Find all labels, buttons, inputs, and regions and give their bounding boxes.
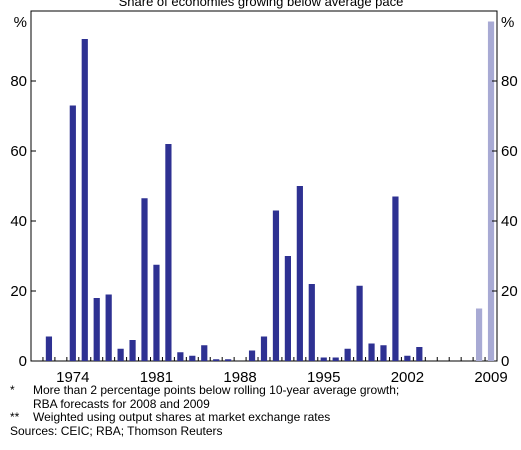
bar-2001 (392, 196, 399, 361)
bar-1980 (141, 198, 148, 361)
ytick-label-left-80: 80 (10, 73, 27, 90)
footnote-2-text: Weighted using output shares at market e… (33, 410, 331, 424)
footnote-1-mark: * (10, 383, 15, 397)
bar-2002 (404, 355, 411, 361)
bar-1981 (153, 264, 160, 361)
ytick-label-right-80: 80 (501, 73, 518, 90)
bar-1983 (177, 352, 184, 361)
bar-1986 (213, 359, 220, 361)
bar-1993 (296, 186, 303, 361)
bar-1976 (93, 298, 100, 361)
bar-chart: Share of economies growing below average… (10, 0, 517, 384)
bar-1977 (105, 294, 112, 361)
bar-1985 (201, 345, 208, 361)
bar-1978 (117, 348, 124, 361)
xtick-label-1988: 1988 (223, 369, 256, 384)
bar-1991 (272, 210, 280, 361)
bar-1989 (248, 350, 256, 361)
footnote-1-text: More than 2 percentage points below roll… (33, 383, 400, 411)
footnote-1: * More than 2 percentage points below ro… (10, 383, 400, 411)
bar-1996 (332, 357, 339, 361)
footnotes: * More than 2 percentage points below ro… (10, 383, 400, 438)
xtick-label-2009: 2009 (474, 369, 507, 384)
bar-2003 (416, 347, 423, 361)
ytick-label-right-0: 0 (501, 353, 509, 370)
bar-2009 (487, 21, 495, 361)
sources: Sources: CEIC; RBA; Thomson Reuters (10, 423, 223, 438)
bar-1997 (344, 348, 351, 361)
bar-1984 (189, 355, 196, 361)
footnote-2-mark: ** (10, 410, 20, 424)
xtick-label-2002: 2002 (391, 369, 424, 384)
bar-1974 (69, 105, 76, 361)
bar-1994 (308, 284, 315, 361)
chart-title: Share of economies growing below average… (119, 0, 404, 9)
ytick-label-left-60: 60 (10, 143, 27, 160)
ticks-group: 0 0 20 20 40 40 60 60 80 80% % 1974 1981 1988 1995 2002… (10, 14, 517, 384)
bar-1972 (45, 336, 53, 361)
y-unit-left: % (14, 14, 27, 31)
bar-2000 (380, 345, 387, 361)
ytick-label-left-0: 0 (19, 353, 27, 370)
bar-1990 (260, 336, 268, 361)
ytick-label-left-40: 40 (10, 213, 27, 230)
bar-1999 (368, 343, 375, 361)
bar-1998 (356, 285, 363, 361)
xtick-label-1995: 1995 (307, 369, 340, 384)
xtick-label-1981: 1981 (140, 369, 173, 384)
bar-1987 (225, 359, 232, 361)
plot-frame (30, 10, 498, 362)
bar-1979 (129, 340, 136, 361)
bar-1992 (284, 256, 291, 361)
ytick-label-left-20: 20 (10, 283, 27, 300)
ytick-label-right-40: 40 (501, 213, 518, 230)
ytick-label-right-20: 20 (501, 283, 518, 300)
bar-1975 (81, 39, 88, 361)
bar-1982 (165, 144, 172, 361)
ytick-label-right-60: 60 (501, 143, 518, 160)
y-unit-right: % (501, 14, 514, 31)
bars-group (45, 21, 495, 361)
footnote-2: ** Weighted using output shares at marke… (10, 410, 399, 425)
xtick-label-1974: 1974 (56, 369, 89, 384)
bar-1995 (320, 357, 327, 361)
bar-2008 (475, 308, 483, 361)
